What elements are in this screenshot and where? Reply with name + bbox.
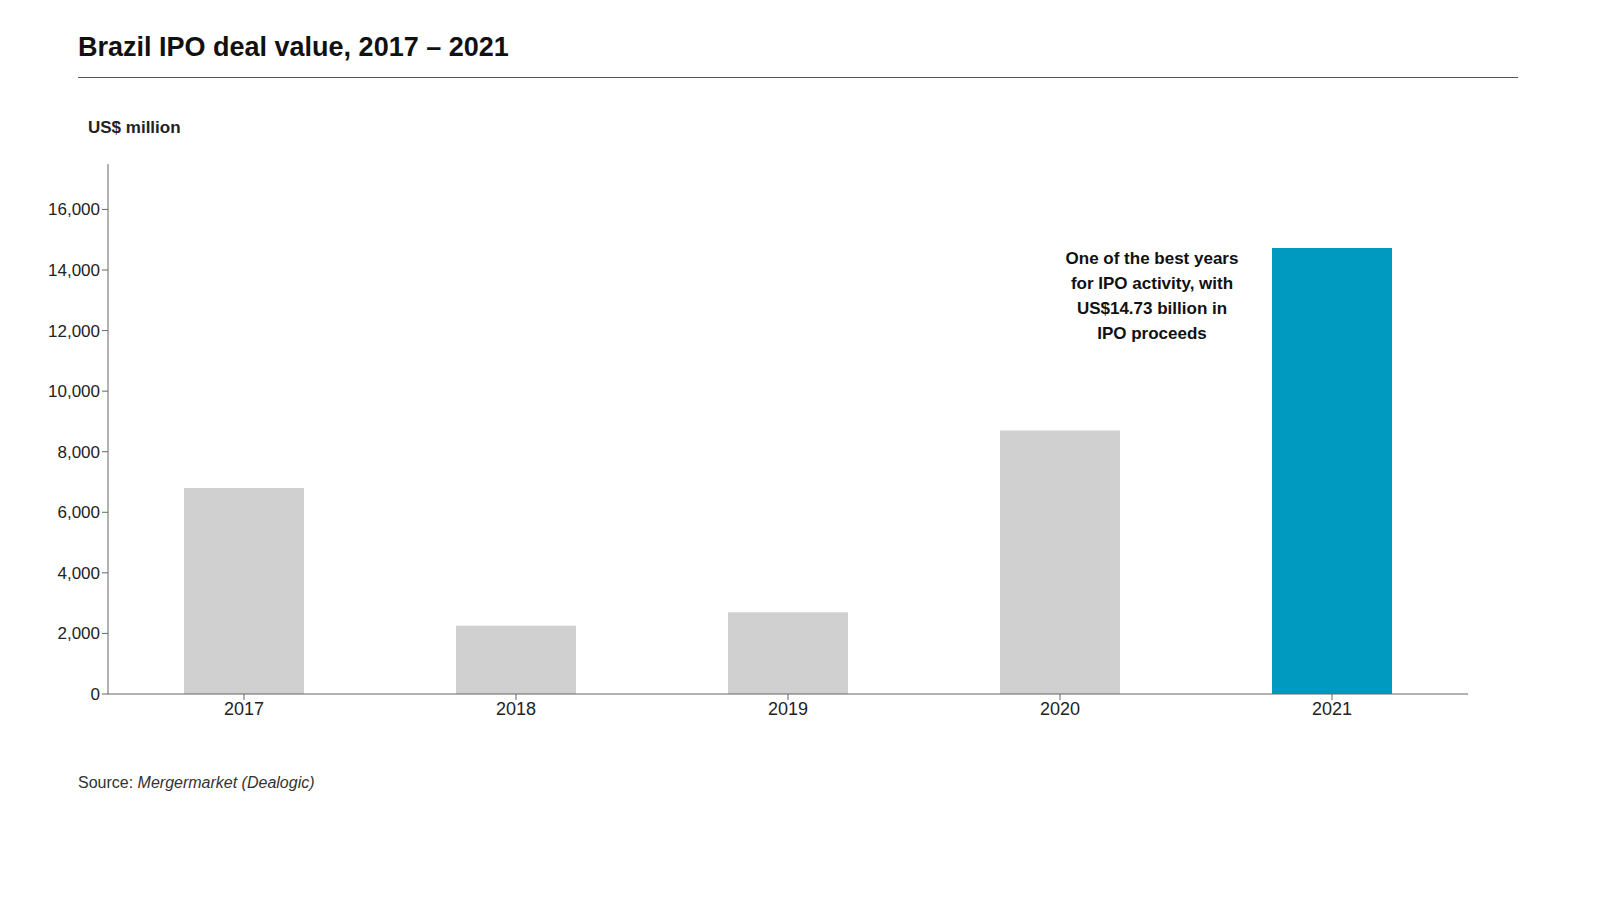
svg-text:One of the best yearsfor IPO a: One of the best yearsfor IPO activity, w… [1066,249,1239,343]
svg-text:10,000: 10,000 [48,382,100,401]
html-text:Brazil IPO deal value, 2017 –: Brazil IPO deal value, 2017 – 2021 [78,32,509,62]
svg-text:2,000: 2,000 [57,624,100,643]
svg-text:6,000: 6,000 [57,503,100,522]
svg-text:2021: 2021 [1312,699,1352,719]
svg-text:4,000: 4,000 [57,564,100,583]
svg-text:0: 0 [91,685,100,704]
svg-text:2019: 2019 [768,699,808,719]
html-text:Source: Mergermarket (Dealogic: Source: Mergermarket (Dealogic) [78,774,315,791]
svg-text:12,000: 12,000 [48,322,100,341]
svg-text:14,000: 14,000 [48,261,100,280]
svg-text:2017: 2017 [224,699,264,719]
svg-text:2018: 2018 [496,699,536,719]
html-text:US$ million: US$ million [88,118,181,137]
svg-text:16,000: 16,000 [48,200,100,219]
svg-text:2020: 2020 [1040,699,1080,719]
svg-text:8,000: 8,000 [57,443,100,462]
